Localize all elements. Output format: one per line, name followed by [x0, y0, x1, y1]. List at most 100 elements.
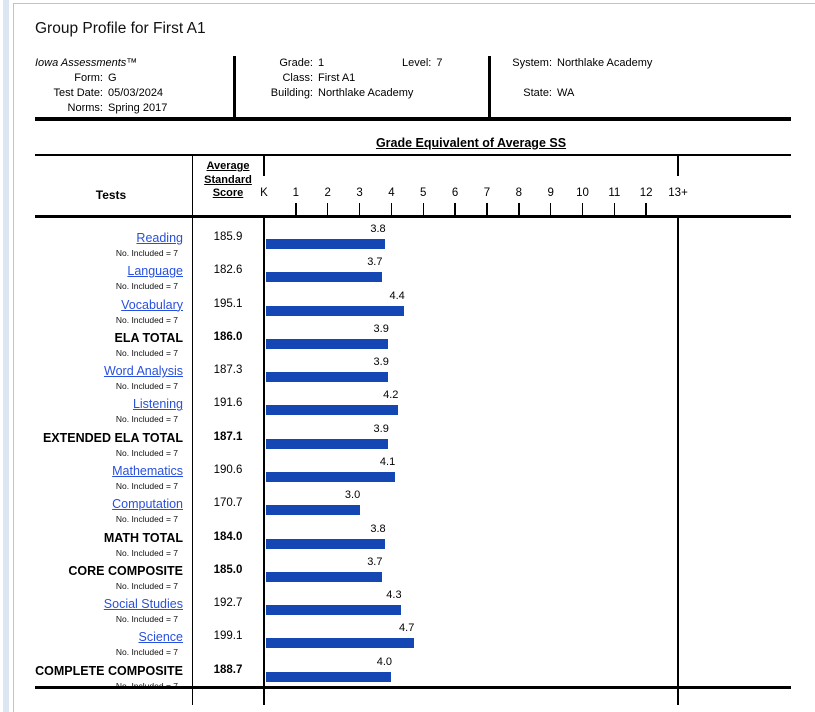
system-label: System:: [512, 57, 552, 69]
system-value: Northlake Academy: [557, 57, 653, 69]
bar-area: 3.0: [266, 486, 791, 519]
num-included-label: No. Included = 7: [115, 314, 178, 325]
frame-left-border: [13, 3, 14, 712]
axis-tick: [390, 203, 393, 215]
bar-area: 4.7: [266, 619, 791, 652]
test-name-link[interactable]: Language: [127, 264, 183, 279]
product-name: Iowa Assessments™: [35, 57, 138, 69]
axis-label-4: 4: [388, 187, 395, 199]
avg-standard-score-value: 185.9: [213, 231, 243, 243]
test-total-label: ELA TOTAL: [114, 330, 183, 345]
grade-equivalent-value: 3.7: [367, 555, 383, 568]
table-row: Computation No. Included = 7 170.7 3.0: [35, 486, 791, 524]
grade-label: Grade:: [279, 57, 313, 69]
avg-standard-score-value: 188.7: [213, 663, 243, 676]
grade-equivalent-value: 4.1: [379, 455, 396, 468]
avg-standard-score-value: 184.0: [213, 530, 243, 543]
table-row: EXTENDED ELA TOTAL No. Included = 7 187.…: [35, 420, 791, 458]
table-row: Social Studies No. Included = 7 192.7 4.…: [35, 586, 791, 624]
bar-area: 4.4: [266, 287, 791, 320]
axis-13-tick-top: [677, 154, 679, 176]
table-row: Vocabulary No. Included = 7 195.1 4.4: [35, 287, 791, 325]
axis-label-1: 1: [292, 187, 300, 199]
score-bar: [266, 605, 401, 616]
test-name-link[interactable]: Mathematics: [112, 463, 183, 478]
form-value: G: [108, 72, 117, 84]
info-block-left: Iowa Assessments™ Form: G Test Date: 05/…: [35, 56, 167, 116]
bar-area: 3.8: [266, 520, 791, 553]
num-included-label: No. Included = 7: [115, 248, 178, 258]
test-total-label: COMPLETE COMPOSITE: [35, 663, 183, 678]
table-row: Language No. Included = 7 182.6 3.7: [35, 253, 791, 291]
table-row: Science No. Included = 7 199.1 4.7: [35, 619, 791, 657]
test-date-value: 05/03/2024: [108, 87, 164, 99]
avg-standard-score-value: 186.0: [213, 330, 243, 343]
axis-tick: [518, 203, 520, 215]
axis-13-line: [677, 215, 679, 705]
num-included-label: No. Included = 7: [115, 514, 178, 525]
table-row: MATH TOTAL No. Included = 7 184.0 3.8: [35, 520, 791, 558]
bar-area: 3.8: [266, 220, 791, 253]
class-value: First A1: [318, 72, 356, 84]
chart-title: Grade Equivalent of Average SS: [375, 136, 567, 150]
table-row: ELA TOTAL No. Included = 7 186.0 3.9: [35, 320, 791, 358]
bar-area: 3.9: [266, 320, 791, 353]
test-name-link[interactable]: Vocabulary: [121, 297, 183, 312]
test-name-link[interactable]: Computation: [112, 497, 183, 512]
test-name-link[interactable]: Word Analysis: [104, 364, 183, 379]
axis-tick: [326, 203, 329, 215]
page-title: Group Profile for First A1: [35, 20, 206, 37]
num-included-label: No. Included = 7: [115, 414, 178, 425]
num-included-label: No. Included = 7: [115, 580, 178, 591]
norms-value: Spring 2017: [108, 102, 168, 114]
grade-equivalent-value: 3.0: [344, 489, 361, 502]
axis-tick: [645, 203, 647, 215]
building-label: Building:: [270, 87, 313, 99]
test-name-link[interactable]: Social Studies: [103, 597, 183, 612]
axis-tick: [549, 203, 552, 215]
axis-tick: [454, 203, 456, 215]
table-row: Word Analysis No. Included = 7 187.3 3.9: [35, 353, 791, 391]
test-name-link[interactable]: Listening: [132, 397, 183, 412]
score-bar: [266, 671, 392, 682]
num-included-label: No. Included = 7: [35, 681, 183, 691]
score-bar: [266, 272, 382, 283]
axis-label-7: 7: [483, 187, 491, 199]
test-total-label: EXTENDED ELA TOTAL: [42, 430, 183, 445]
axis-label-k: K: [260, 187, 268, 199]
score-bar: [266, 471, 395, 482]
table-row: COMPLETE COMPOSITE No. Included = 7 188.…: [35, 653, 791, 691]
grade-equivalent-value: 3.8: [370, 223, 386, 235]
avg-standard-score-value: 195.1: [213, 297, 243, 310]
header-rule: [35, 117, 791, 121]
axis-label-6: 6: [451, 187, 459, 199]
column-divider-line: [191, 154, 193, 705]
axis-tick: [422, 203, 424, 215]
axis-tick: [613, 203, 616, 215]
grade-equivalent-value: 3.9: [373, 356, 389, 369]
axis-label-3: 3: [356, 187, 363, 199]
test-date-label: Test Date:: [53, 87, 103, 99]
test-total-label: CORE COMPOSITE: [68, 563, 183, 578]
test-name-link[interactable]: Science: [138, 630, 183, 645]
table-row: Listening No. Included = 7 191.6 4.2: [35, 386, 791, 424]
avg-standard-score-value: 192.7: [213, 597, 243, 610]
grade-equivalent-value: 3.9: [373, 422, 389, 435]
avg-header-line2: Standard: [204, 173, 252, 186]
grade-value: 1: [318, 57, 325, 69]
grade-equivalent-value: 3.7: [367, 256, 383, 269]
num-included-label: No. Included = 7: [115, 547, 178, 558]
test-total-label: MATH TOTAL: [103, 530, 183, 545]
bar-area: 4.0: [266, 653, 791, 686]
info-block-right: System: Northlake Academy State: WA: [495, 56, 652, 101]
tests-column-header: Tests: [95, 188, 127, 202]
left-scrollbar-strip: [3, 0, 9, 712]
grade-equivalent-value: 4.2: [383, 389, 399, 402]
table-row: Mathematics No. Included = 7 190.6 4.1: [35, 453, 791, 491]
bar-area: 3.7: [266, 553, 791, 586]
avg-standard-score-value: 185.0: [213, 563, 243, 576]
axis-label-12: 12: [639, 187, 653, 199]
test-name-link[interactable]: Reading: [136, 231, 183, 245]
table-top-line: [35, 154, 791, 156]
